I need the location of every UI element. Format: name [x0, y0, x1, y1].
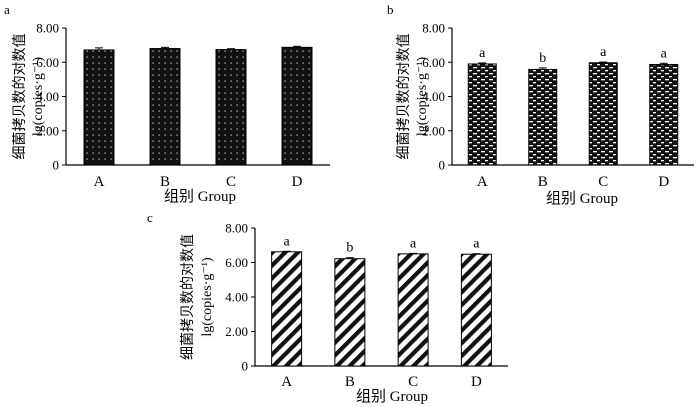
- bar-C: [215, 49, 247, 166]
- bar-D: [281, 46, 313, 166]
- x-tick-label: D: [658, 174, 669, 190]
- significance-label: a: [284, 234, 291, 249]
- y-tick-label: 6.00: [225, 255, 248, 270]
- significance-label: a: [661, 46, 668, 61]
- y-tick-label: 8.00: [36, 21, 59, 36]
- panel-a: a 0 2.00 4.00 6.00 8.00 A B C D 组别 Group 细菌拷贝数的对数值 l…: [4, 2, 330, 205]
- significance-label: a: [479, 46, 486, 61]
- y-tick-label: 2.00: [422, 123, 445, 138]
- y-tick-label: 8.00: [225, 221, 248, 236]
- y-tick-label: 0: [439, 158, 446, 173]
- x-tick-label: A: [281, 374, 292, 390]
- y-tick-label: 4.00: [225, 290, 248, 305]
- x-tick-label: A: [477, 174, 488, 190]
- y-tick-label: 2.00: [36, 123, 59, 138]
- significance-label: a: [473, 237, 480, 252]
- x-axis-title: 组别 Group: [356, 388, 428, 405]
- x-tick-label: C: [408, 374, 418, 390]
- significance-label: a: [410, 236, 417, 251]
- y-tick-label: 2.00: [225, 324, 248, 339]
- y-axis-title-line2: lg(copies·g⁻¹): [415, 57, 430, 137]
- x-tick-label: C: [226, 174, 236, 190]
- bar-C: [397, 253, 429, 367]
- significance-label: b: [539, 51, 546, 66]
- x-tick-label: D: [292, 174, 303, 190]
- y-tick-label: 0: [53, 158, 60, 173]
- y-tick-label: 6.00: [36, 55, 59, 70]
- y-axis-title-line2: lg(copies·g⁻¹): [200, 257, 215, 337]
- x-tick-label: B: [160, 174, 170, 190]
- y-tick-label: 4.00: [36, 89, 59, 104]
- panel-label: b: [387, 2, 394, 17]
- panel-b: b 0 2.00 4.00 6.00 8.00 a Ab Ba Ca D 组别 Group 细菌拷贝数的…: [387, 2, 694, 207]
- significance-label: a: [600, 45, 607, 60]
- y-tick-label: 6.00: [422, 55, 445, 70]
- bar-A: [271, 251, 303, 367]
- panel-label: a: [4, 2, 10, 17]
- panel-c: c 0 2.00 4.00 6.00 8.00 a Ab Ba Ca D 组别 Group 细菌拷贝数的…: [147, 210, 508, 405]
- bar-B: [528, 68, 558, 166]
- bar-D: [460, 253, 492, 367]
- y-axis-title-line1: 细菌拷贝数的对数值: [396, 34, 412, 160]
- x-tick-label: A: [94, 174, 105, 190]
- bar-A: [83, 49, 115, 166]
- y-axis-title-line2: lg(copies·g⁻¹): [31, 57, 46, 137]
- y-tick-label: 4.00: [422, 89, 445, 104]
- y-tick-label: 8.00: [422, 21, 445, 36]
- x-tick-label: B: [538, 174, 548, 190]
- bar-B: [334, 258, 366, 367]
- x-axis-title: 组别 Group: [546, 190, 618, 207]
- x-tick-label: B: [345, 374, 355, 390]
- panel-label: c: [147, 210, 153, 225]
- y-tick-label: 0: [242, 359, 249, 374]
- bar-C: [588, 62, 618, 166]
- x-tick-label: D: [471, 374, 482, 390]
- y-axis-title-line1: 细菌拷贝数的对数值: [180, 234, 196, 360]
- bar-B: [149, 48, 181, 166]
- x-tick-label: C: [598, 174, 608, 190]
- y-axis-title-line1: 细菌拷贝数的对数值: [12, 34, 28, 160]
- significance-label: b: [346, 241, 353, 256]
- x-axis-title: 组别 Group: [164, 188, 236, 205]
- bar-A: [467, 63, 497, 166]
- bar-D: [649, 63, 679, 166]
